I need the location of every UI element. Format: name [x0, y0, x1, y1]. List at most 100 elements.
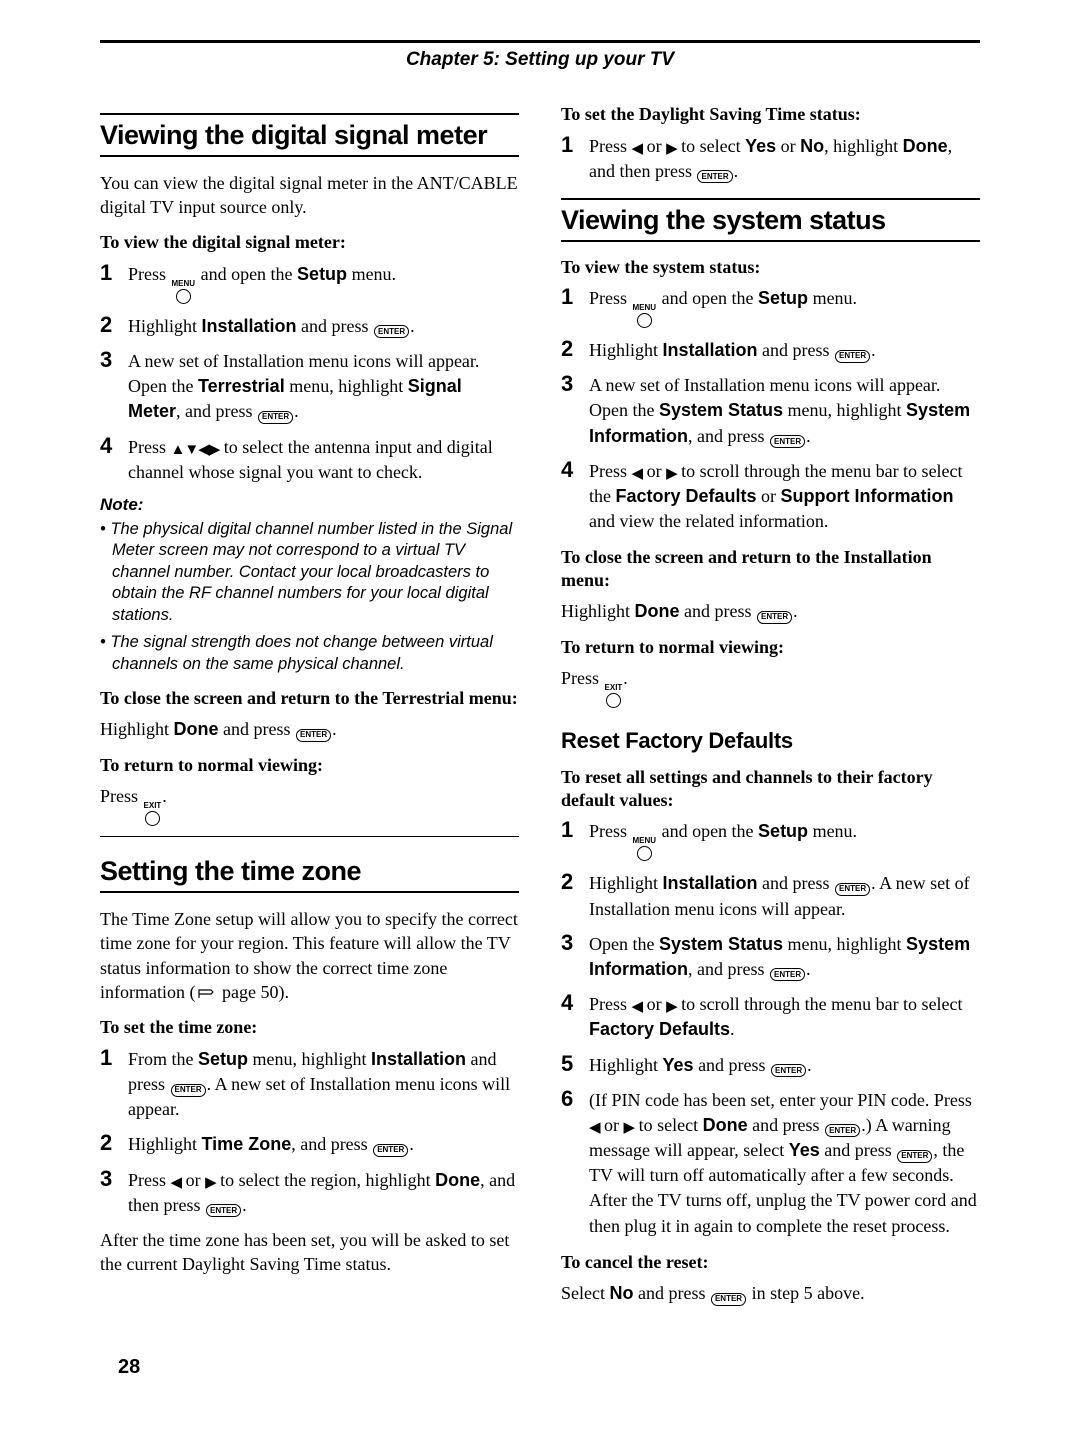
paragraph: Highlight Done and press ENTER.	[100, 717, 519, 742]
step-list: 1 Press MENU and open the Setup menu. 2 …	[100, 262, 519, 485]
enter-button-icon: ENTER	[835, 350, 870, 363]
step-list: 1 Press ◀ or ▶ to select Yes or No, high…	[561, 134, 980, 184]
subhead: To set the time zone:	[100, 1016, 519, 1039]
exit-button-icon: EXIT	[605, 684, 623, 708]
step-number: 5	[561, 1053, 579, 1075]
arrow-left-icon: ◀	[632, 998, 643, 1015]
arrow-left-icon: ◀	[632, 140, 643, 157]
step-number: 4	[100, 435, 118, 457]
enter-button-icon: ENTER	[206, 1204, 241, 1217]
bold: Terrestrial	[198, 376, 285, 396]
step-number: 3	[100, 1168, 118, 1190]
divider	[100, 836, 519, 837]
chapter-title: Chapter 5: Setting up your TV	[100, 49, 980, 71]
text: and open the	[196, 264, 297, 284]
left-column: Viewing the digital signal meter You can…	[100, 99, 519, 1316]
step: 1 From the Setup menu, highlight Install…	[100, 1047, 519, 1123]
exit-button-icon: EXIT	[144, 802, 162, 826]
menu-button-icon: MENU	[172, 280, 196, 304]
arrow-left-icon: ◀	[171, 1174, 182, 1191]
enter-button-icon: ENTER	[897, 1150, 932, 1163]
subhead: To set the Daylight Saving Time status:	[561, 103, 980, 126]
enter-button-icon: ENTER	[835, 883, 870, 896]
section-title: Viewing the digital signal meter	[100, 113, 519, 157]
step: 1 Press MENU and open the Setup menu.	[561, 819, 980, 861]
enter-button-icon: ENTER	[258, 411, 293, 424]
step-number: 1	[100, 1047, 118, 1069]
step: 4 Press ▲▼◀▶ to select the antenna input…	[100, 435, 519, 485]
bold: Installation	[202, 316, 297, 336]
text: Highlight	[128, 316, 202, 336]
arrow-left-icon: ◀	[632, 465, 643, 482]
section-title: Setting the time zone	[100, 851, 519, 893]
step-number: 1	[561, 134, 579, 156]
menu-button-icon: MENU	[633, 837, 657, 861]
enter-button-icon: ENTER	[171, 1084, 206, 1097]
paragraph: After the time zone has been set, you wi…	[100, 1228, 519, 1277]
arrow-right-icon: ▶	[666, 998, 677, 1015]
step: 3 Press ◀ or ▶ to select the region, hig…	[100, 1168, 519, 1218]
note-heading: Note:	[100, 495, 519, 515]
subhead: To return to normal viewing:	[561, 636, 980, 659]
subhead: To reset all settings and channels to th…	[561, 766, 980, 811]
text: .	[410, 316, 415, 336]
step-number: 3	[100, 349, 118, 371]
header-rule	[100, 40, 980, 43]
step-list: 1 Press MENU and open the Setup menu. 2 …	[561, 286, 980, 534]
subhead: To close the screen and return to the In…	[561, 546, 980, 591]
step-number: 4	[561, 459, 579, 481]
step-number: 4	[561, 992, 579, 1014]
page-number: 28	[118, 1356, 980, 1379]
subhead: To return to normal viewing:	[100, 754, 519, 777]
paragraph: Select No and press ENTER in step 5 abov…	[561, 1281, 980, 1306]
note-item: The physical digital channel number list…	[100, 519, 519, 626]
text: .	[294, 401, 299, 421]
menu-button-icon: MENU	[633, 304, 657, 328]
note-item: The signal strength does not change betw…	[100, 632, 519, 675]
bold: Setup	[297, 264, 347, 284]
step: 5 Highlight Yes and press ENTER.	[561, 1053, 980, 1078]
step: 1 Press ◀ or ▶ to select Yes or No, high…	[561, 134, 980, 184]
step-list: 1 Press MENU and open the Setup menu. 2 …	[561, 819, 980, 1238]
arrow-keys-icon: ▲▼◀▶	[171, 441, 220, 458]
enter-button-icon: ENTER	[770, 435, 805, 448]
subhead: To cancel the reset:	[561, 1251, 980, 1274]
enter-button-icon: ENTER	[697, 170, 732, 183]
section-intro: You can view the digital signal meter in…	[100, 171, 519, 220]
page-ref-icon	[197, 988, 215, 1000]
text: and press	[297, 316, 373, 336]
enter-button-icon: ENTER	[757, 611, 792, 624]
step: 3 A new set of Installation menu icons w…	[561, 373, 980, 449]
text: Press	[128, 437, 171, 457]
paragraph: Press EXIT.	[561, 666, 980, 708]
step: 2 Highlight Installation and press ENTER…	[561, 338, 980, 363]
step-number: 2	[561, 338, 579, 360]
step-number: 6	[561, 1088, 579, 1110]
paragraph: Press EXIT.	[100, 784, 519, 826]
step-number: 3	[561, 373, 579, 395]
section-intro: The Time Zone setup will allow you to sp…	[100, 907, 519, 1004]
step-number: 2	[100, 314, 118, 336]
step-number: 1	[100, 262, 118, 284]
enter-button-icon: ENTER	[296, 729, 331, 742]
enter-button-icon: ENTER	[825, 1124, 860, 1137]
arrow-left-icon: ◀	[589, 1119, 600, 1136]
text: Press	[128, 264, 171, 284]
enter-button-icon: ENTER	[771, 1064, 806, 1077]
step-number: 1	[561, 286, 579, 308]
step: 2 Highlight Time Zone, and press ENTER.	[100, 1132, 519, 1157]
step: 3 Open the System Status menu, highlight…	[561, 932, 980, 982]
arrow-right-icon: ▶	[666, 140, 677, 157]
step: 1 Press MENU and open the Setup menu.	[561, 286, 980, 328]
arrow-right-icon: ▶	[624, 1119, 635, 1136]
text: menu, highlight	[285, 376, 408, 396]
step: 1 Press MENU and open the Setup menu.	[100, 262, 519, 304]
columns: Viewing the digital signal meter You can…	[100, 99, 980, 1316]
enter-button-icon: ENTER	[373, 1144, 408, 1157]
right-column: To set the Daylight Saving Time status: …	[561, 99, 980, 1316]
step-number: 2	[100, 1132, 118, 1154]
subhead: To close the screen and return to the Te…	[100, 687, 519, 710]
step: 6 (If PIN code has been set, enter your …	[561, 1088, 980, 1239]
text: , and press	[176, 401, 257, 421]
step: 4 Press ◀ or ▶ to scroll through the men…	[561, 992, 980, 1042]
